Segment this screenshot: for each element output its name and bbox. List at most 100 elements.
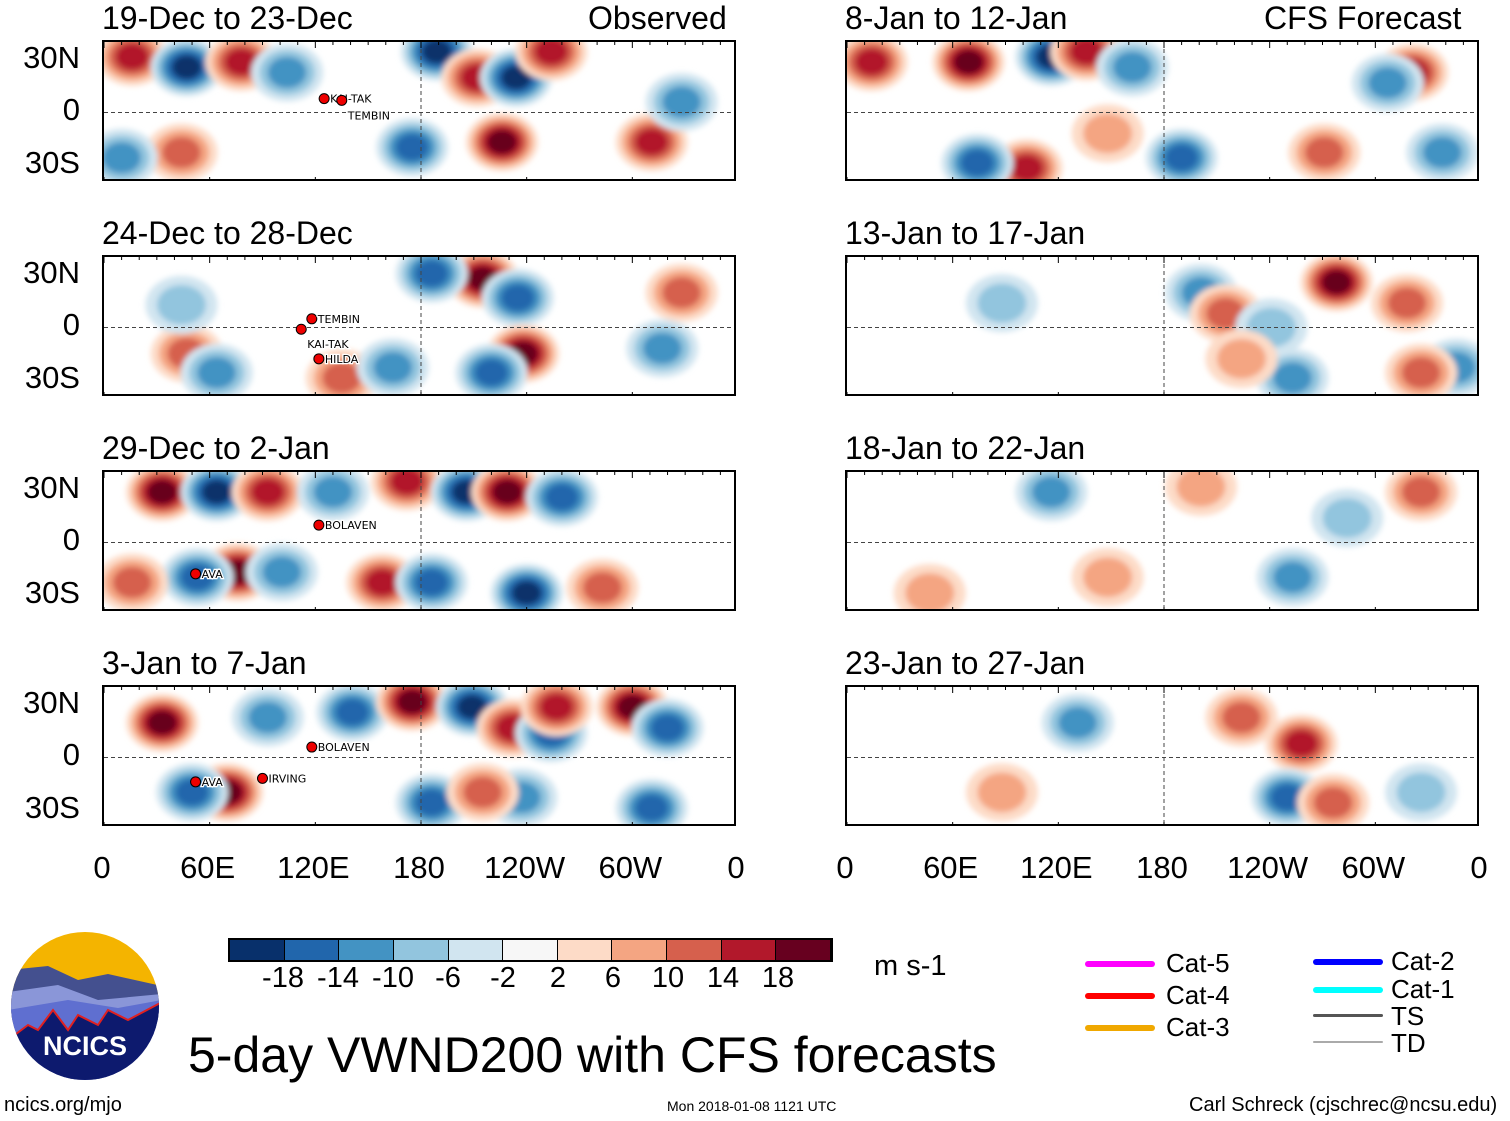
anomaly-contour [390, 472, 424, 495]
anomaly-contour [104, 142, 141, 174]
anomaly-contour [1222, 701, 1261, 734]
map-panel [845, 255, 1479, 396]
storm-marker-icon [313, 353, 325, 365]
anomaly-contour [251, 478, 285, 506]
anomaly-contour [157, 285, 206, 325]
colorbar-tick-label: -10 [372, 962, 414, 994]
map-panel: BOLAVEN AVA [102, 470, 736, 611]
longitude-label: 120E [1020, 850, 1093, 885]
longitude-label: 120W [1227, 850, 1309, 885]
anomaly-contour [492, 480, 522, 504]
longitude-label: 60E [923, 850, 979, 885]
legend-label: TS [1391, 1001, 1425, 1031]
anomaly-contour [662, 277, 701, 309]
anomaly-contour [534, 42, 568, 65]
latitude-label: 30N [23, 255, 80, 290]
latitude-label: 0 [62, 307, 80, 342]
anomaly-contour [651, 714, 684, 742]
longitude-label: 120W [484, 850, 566, 885]
anomaly-contour [373, 351, 413, 384]
anomaly-contour [960, 149, 994, 177]
longitude-label: 0 [1470, 850, 1488, 885]
anomaly-contour [147, 480, 177, 504]
legend-line-cat-5 [1085, 961, 1155, 967]
colorbar-units: m s-1 [874, 950, 947, 982]
ncics-logo: NCICS [8, 930, 162, 1087]
storm-marker-icon [190, 776, 202, 788]
anomaly-contour [1206, 297, 1245, 330]
anomaly-contour [395, 133, 429, 161]
map-panel [845, 40, 1479, 181]
legend-line-cat-1 [1313, 987, 1383, 993]
latitude-label: 30N [23, 685, 80, 720]
colorbar-swatch [393, 940, 449, 960]
legend-label: Cat-1 [1391, 974, 1455, 1004]
anomaly-contour [1083, 557, 1133, 598]
map-panel [845, 685, 1479, 826]
storm-marker-icon [313, 519, 325, 531]
anomaly-contour [262, 556, 302, 588]
anomaly-contour [1031, 476, 1071, 508]
anomaly-contour [1273, 561, 1312, 593]
anomaly-contour [415, 260, 449, 287]
anomaly-contour [662, 86, 701, 118]
anomaly-contour [1112, 51, 1152, 83]
map-panel: KAI-TAK TEMBIN [102, 40, 736, 181]
colorbar-tick-label: 18 [761, 962, 795, 994]
anomaly-contour [147, 710, 177, 735]
anomaly-contour [1273, 362, 1312, 394]
anomaly-contour [1284, 730, 1318, 757]
legend-label: Cat-3 [1166, 1012, 1230, 1042]
anomaly-contour [397, 689, 427, 714]
anomaly-contour [1270, 784, 1304, 811]
anomaly-contour [175, 778, 209, 806]
anomaly-contour [512, 581, 542, 605]
colorbar-tick-label: 14 [706, 962, 740, 994]
anomaly-contour [1165, 144, 1199, 172]
legend-line-cat-3 [1085, 1025, 1155, 1031]
longitude-label: 60W [1341, 850, 1406, 885]
anomaly-contour [112, 566, 152, 599]
anomaly-contour [635, 128, 669, 156]
latitude-label: 30N [23, 470, 80, 505]
legend-label: Cat-5 [1166, 948, 1230, 978]
panel-title: 13-Jan to 17-Jan [845, 215, 1086, 251]
panel-title: 23-Jan to 27-Jan [845, 645, 1086, 681]
anomaly-contour [267, 56, 307, 89]
anomaly-contour [202, 480, 232, 504]
colorbar-swatch [612, 940, 668, 960]
anomaly-contour [422, 42, 452, 64]
anomaly-contour [855, 48, 889, 76]
colorbar-swatch [503, 940, 558, 960]
anomaly-contour [115, 43, 149, 71]
storm-marker-icon [190, 568, 202, 580]
longitude-label: 0 [836, 850, 854, 885]
panel-title: 24-Dec to 28-Dec [102, 215, 353, 251]
storm-marker-icon [295, 323, 307, 335]
storm-label: IRVING [269, 772, 307, 785]
map-panel [845, 470, 1479, 611]
storm-label: AVA [202, 776, 224, 789]
longitude-label: 0 [727, 850, 745, 885]
latitude-label: 0 [62, 522, 80, 557]
anomaly-contour [248, 701, 288, 734]
logo-text: NCICS [43, 1031, 127, 1061]
longitude-label: 60E [180, 850, 236, 885]
anomaly-contour [501, 284, 535, 312]
panel-title: 19-Dec to 23-Dec [102, 0, 353, 36]
anomaly-contour [1010, 154, 1044, 179]
colorbar-swatch [776, 940, 832, 960]
latitude-label: 0 [62, 737, 80, 772]
anomaly-contour [1401, 357, 1441, 389]
anomaly-contour [1401, 476, 1441, 508]
colorbar-tick-label: -18 [262, 962, 304, 994]
anomaly-contour [1083, 113, 1133, 154]
legend-label: Cat-2 [1391, 946, 1455, 976]
colorbar-tick-label: 6 [604, 962, 622, 994]
anomaly-contour [977, 772, 1027, 813]
anomaly-contour [463, 776, 502, 808]
anomaly-contour [545, 483, 579, 511]
storm-label: AVA [202, 568, 224, 581]
longitude-label: 60W [598, 850, 663, 885]
legend-line-td [1313, 1041, 1383, 1043]
